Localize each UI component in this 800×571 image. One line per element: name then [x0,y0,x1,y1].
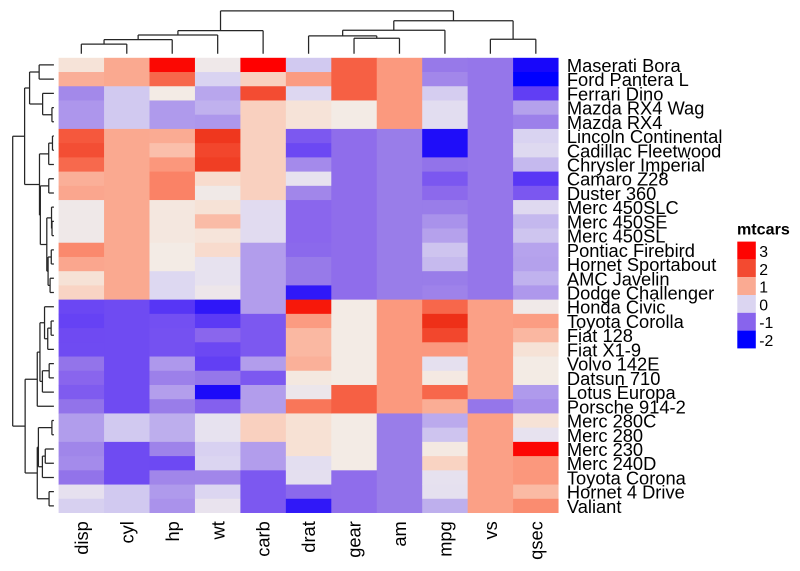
svg-text:Merc 450SLC: Merc 450SLC [567,197,679,218]
svg-text:Fiat X1-9: Fiat X1-9 [567,339,641,360]
svg-text:2: 2 [759,262,768,279]
svg-text:Porsche 914-2: Porsche 914-2 [567,396,686,417]
svg-text:AMC Javelin: AMC Javelin [567,268,670,289]
svg-text:Dodge Challenger: Dodge Challenger [567,283,714,304]
svg-text:mpg: mpg [435,521,456,557]
svg-text:3: 3 [759,244,768,261]
svg-text:Volvo 142E: Volvo 142E [567,354,660,375]
svg-text:Duster 360: Duster 360 [567,183,656,204]
svg-text:drat: drat [298,521,319,553]
svg-text:Ford Pantera L: Ford Pantera L [567,69,689,90]
svg-text:disp: disp [71,521,92,555]
svg-text:Lotus Europa: Lotus Europa [567,382,677,403]
svg-text:Merc 230: Merc 230 [567,439,643,460]
svg-text:Toyota Corolla: Toyota Corolla [567,311,685,332]
svg-text:mtcars: mtcars [737,221,790,239]
svg-text:Merc 450SL: Merc 450SL [567,226,666,247]
svg-text:Cadillac Fleetwood: Cadillac Fleetwood [567,140,721,161]
svg-text:Pontiac Firebird: Pontiac Firebird [567,240,695,261]
svg-text:Toyota Corona: Toyota Corona [567,467,687,488]
svg-text:Maserati Bora: Maserati Bora [567,55,682,76]
svg-text:Merc 280C: Merc 280C [567,411,656,432]
svg-text:wt: wt [207,521,228,540]
svg-text:am: am [389,521,410,546]
svg-text:Fiat 128: Fiat 128 [567,325,633,346]
svg-text:1: 1 [759,280,768,297]
svg-text:-2: -2 [759,333,773,350]
svg-text:Hornet Sportabout: Hornet Sportabout [567,254,716,275]
svg-text:hp: hp [162,521,183,541]
svg-text:qsec: qsec [525,521,546,560]
svg-text:gear: gear [344,521,365,558]
svg-text:Ferrari Dino: Ferrari Dino [567,83,664,104]
svg-text:Mazda RX4 Wag: Mazda RX4 Wag [567,98,705,119]
svg-text:Datsun 710: Datsun 710 [567,368,661,389]
svg-text:vs: vs [480,521,501,539]
svg-text:cyl: cyl [116,521,137,543]
svg-text:Merc 240D: Merc 240D [567,453,656,474]
svg-text:Merc 450SE: Merc 450SE [567,211,668,232]
svg-text:Camaro Z28: Camaro Z28 [567,169,669,190]
svg-text:0: 0 [759,297,768,314]
svg-text:carb: carb [253,521,274,557]
svg-text:Valiant: Valiant [567,496,622,517]
svg-text:Honda Civic: Honda Civic [567,297,666,318]
svg-text:Merc 280: Merc 280 [567,425,643,446]
svg-text:-1: -1 [759,315,773,332]
svg-text:Mazda RX4: Mazda RX4 [567,112,663,133]
svg-text:Chrysler Imperial: Chrysler Imperial [567,154,705,175]
svg-text:Lincoln Continental: Lincoln Continental [567,126,723,147]
svg-text:Hornet 4 Drive: Hornet 4 Drive [567,482,685,503]
